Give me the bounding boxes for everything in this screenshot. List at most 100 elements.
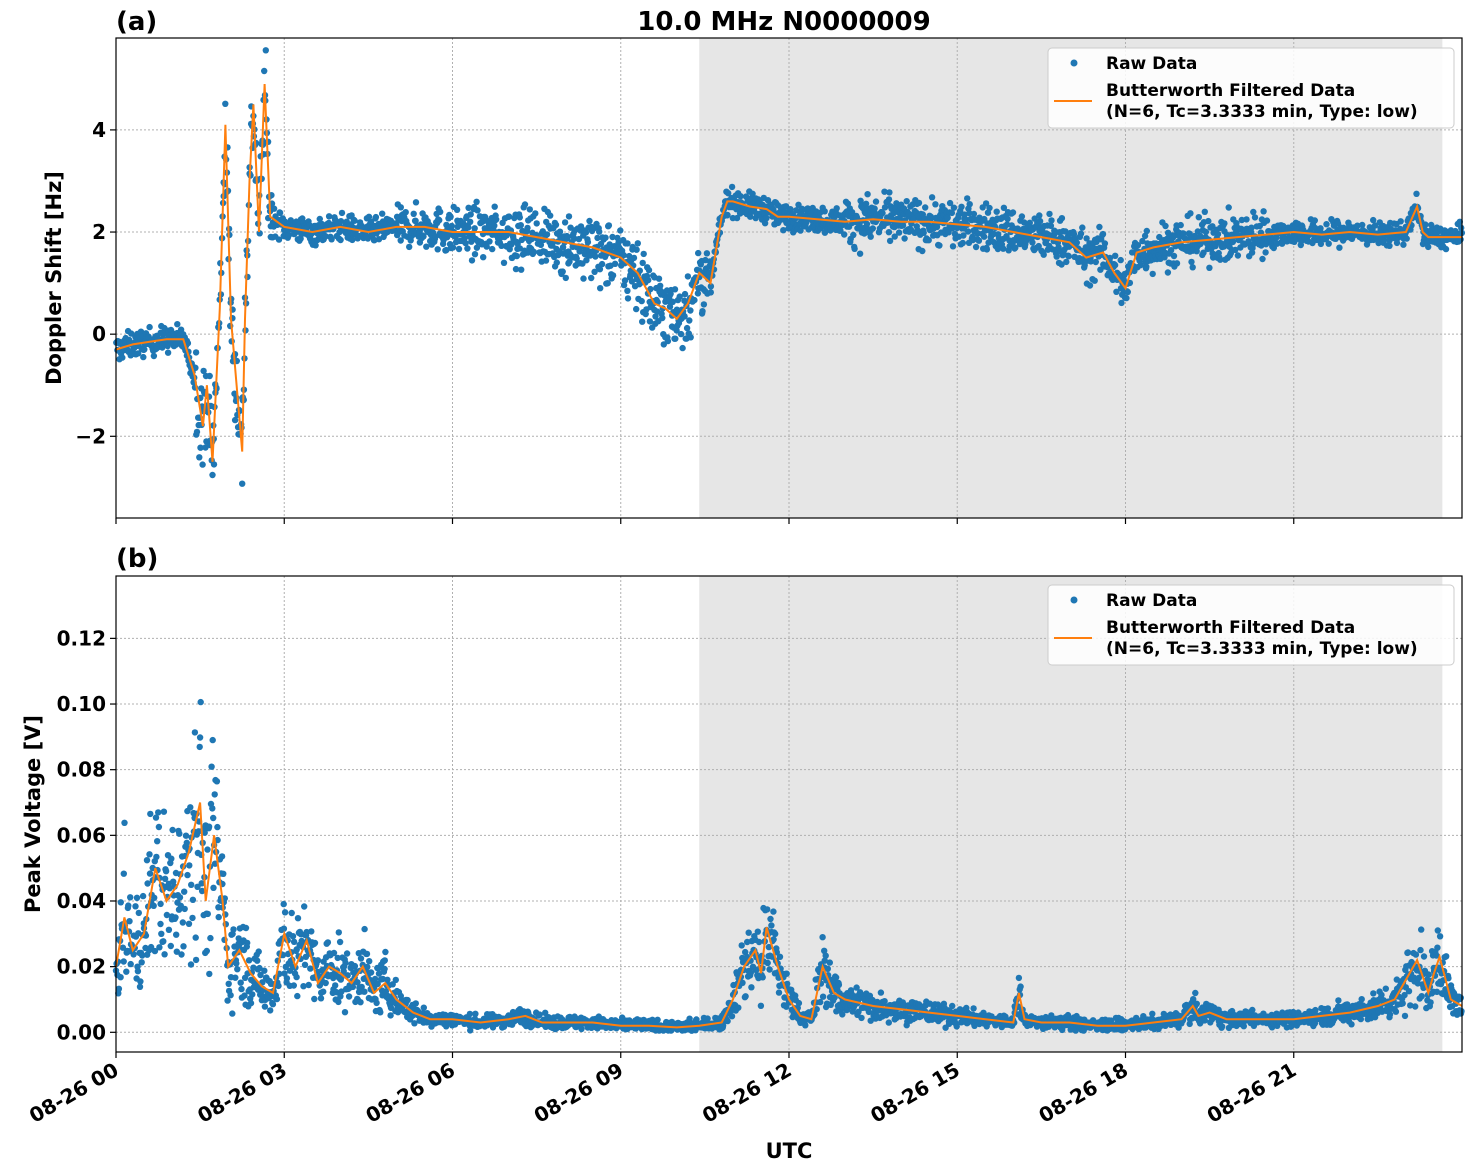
y-tick-label: 4 xyxy=(92,118,106,142)
raw-point xyxy=(420,1004,427,1011)
raw-point xyxy=(1096,223,1103,231)
raw-point xyxy=(467,211,474,218)
raw-point xyxy=(807,209,814,217)
raw-point xyxy=(821,947,828,954)
raw-point xyxy=(210,461,218,468)
raw-point xyxy=(143,857,151,864)
raw-point xyxy=(153,853,160,861)
raw-point xyxy=(336,938,344,946)
raw-point xyxy=(229,1010,236,1017)
raw-point xyxy=(863,220,871,228)
raw-point xyxy=(163,911,171,919)
raw-point xyxy=(970,210,978,218)
raw-point xyxy=(300,983,307,990)
raw-point xyxy=(473,198,480,205)
raw-point xyxy=(704,1015,711,1022)
raw-point xyxy=(684,273,692,280)
raw-point xyxy=(387,1004,395,1011)
raw-point xyxy=(1101,240,1109,247)
raw-point xyxy=(553,259,560,266)
raw-point xyxy=(533,220,540,227)
raw-point xyxy=(225,980,232,987)
raw-point xyxy=(184,871,191,879)
raw-point xyxy=(936,242,943,249)
raw-point xyxy=(749,190,756,197)
raw-point xyxy=(994,245,1002,253)
raw-point xyxy=(1323,221,1330,228)
raw-point xyxy=(885,229,893,236)
raw-point xyxy=(209,736,216,744)
raw-point xyxy=(573,255,580,262)
raw-point xyxy=(576,248,583,255)
raw-point xyxy=(885,1019,892,1026)
raw-point xyxy=(707,283,715,290)
raw-point xyxy=(473,244,481,251)
raw-point xyxy=(1363,241,1371,248)
raw-point xyxy=(314,957,322,964)
raw-point xyxy=(273,995,281,1003)
raw-point xyxy=(371,975,379,983)
raw-point xyxy=(676,293,683,300)
raw-point xyxy=(341,1009,349,1016)
raw-point xyxy=(536,1011,543,1018)
raw-point xyxy=(199,461,206,468)
raw-point xyxy=(196,743,203,751)
raw-point xyxy=(412,217,419,224)
panel-a-label: (a) xyxy=(116,7,157,37)
raw-point xyxy=(176,894,184,901)
raw-point xyxy=(1048,1012,1055,1019)
raw-point xyxy=(819,934,826,941)
raw-point xyxy=(461,234,468,242)
raw-point xyxy=(1397,218,1404,225)
raw-point xyxy=(565,213,573,220)
raw-point xyxy=(464,245,471,252)
raw-point xyxy=(1063,258,1070,266)
raw-point xyxy=(160,808,168,815)
raw-point xyxy=(975,237,983,244)
raw-point xyxy=(1012,244,1019,251)
raw-point xyxy=(423,243,430,250)
raw-point xyxy=(179,919,186,926)
raw-point xyxy=(1249,1006,1256,1014)
raw-point xyxy=(696,267,703,274)
raw-point xyxy=(982,200,990,207)
raw-point xyxy=(126,918,133,925)
raw-point xyxy=(795,999,803,1007)
raw-point xyxy=(467,1027,474,1034)
raw-point xyxy=(489,245,496,253)
raw-point xyxy=(986,204,993,212)
raw-point xyxy=(728,1013,736,1020)
raw-point xyxy=(184,340,192,347)
raw-point xyxy=(1162,222,1169,230)
raw-point xyxy=(922,204,929,211)
panel-a-ylabel: Doppler Shift [Hz] xyxy=(42,171,66,385)
raw-point xyxy=(397,204,404,211)
raw-point xyxy=(204,846,211,853)
raw-point xyxy=(316,215,323,223)
raw-point xyxy=(948,209,956,217)
raw-point xyxy=(192,934,199,941)
raw-point xyxy=(556,228,564,235)
raw-point xyxy=(1048,217,1055,224)
raw-point xyxy=(518,266,525,273)
raw-point xyxy=(141,346,148,353)
raw-point xyxy=(468,257,476,264)
raw-point xyxy=(361,925,368,933)
raw-point xyxy=(168,855,175,862)
raw-point xyxy=(624,287,631,294)
raw-point xyxy=(436,217,443,224)
raw-point xyxy=(185,920,193,927)
raw-point xyxy=(498,242,505,249)
raw-point xyxy=(146,851,153,858)
raw-point xyxy=(201,829,208,836)
raw-point xyxy=(757,1002,765,1009)
raw-point xyxy=(521,201,529,208)
raw-point xyxy=(1201,1017,1209,1024)
raw-point xyxy=(127,960,134,968)
raw-point xyxy=(247,999,255,1007)
raw-point xyxy=(1058,215,1066,222)
raw-point xyxy=(559,244,567,251)
raw-point xyxy=(404,996,411,1004)
raw-point xyxy=(1000,245,1007,252)
raw-point xyxy=(776,953,784,960)
